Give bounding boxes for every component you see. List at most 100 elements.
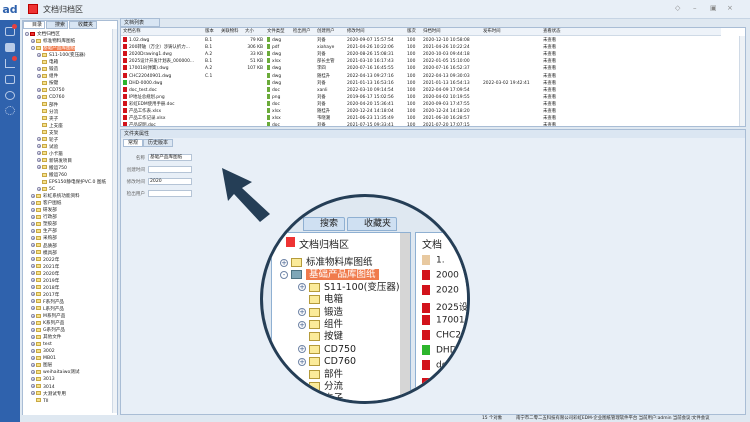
globe-icon[interactable] [5, 91, 15, 100]
expand-toggle-icon[interactable]: + [31, 341, 35, 346]
expand-toggle-icon[interactable]: + [31, 38, 35, 43]
table-row[interactable]: 彩虹EDM使用手册.doc doc 刘备 2020-04-20 15:36:41 100… [121, 100, 721, 108]
expand-toggle-icon[interactable]: + [31, 299, 35, 304]
table-row[interactable]: 产品说明.doc doc 刘备 2021-07-15 09:33:41 100 2021-… [121, 122, 721, 126]
expand-toggle-icon[interactable]: + [31, 250, 35, 255]
tree-item[interactable]: + 试验 [37, 144, 58, 151]
tree-item[interactable]: + test [31, 341, 52, 348]
folder-icon[interactable] [5, 43, 15, 52]
tree-item[interactable]: +3014 [31, 384, 55, 391]
expand-toggle-icon[interactable]: + [31, 271, 35, 276]
tree-item[interactable]: + 彩虹系统功能资料 [31, 193, 80, 200]
tree-item[interactable]: - 基础产品库图纸 [31, 45, 76, 52]
expand-toggle-icon[interactable]: + [31, 306, 35, 311]
expand-toggle-icon[interactable]: + [37, 151, 41, 156]
expand-toggle-icon[interactable]: + [37, 144, 41, 149]
expand-toggle-icon[interactable]: + [31, 228, 35, 233]
tree-item[interactable]: EPS150静电保护VC.0 图纸 [37, 179, 106, 186]
tree-item[interactable]: 按键 [37, 80, 58, 87]
expand-toggle-icon[interactable]: + [37, 137, 41, 142]
expand-toggle-icon[interactable]: + [31, 292, 35, 297]
tree-item[interactable]: + 品质部 [31, 243, 57, 250]
tree-item[interactable]: + 轮子 [37, 137, 58, 144]
tree-item[interactable]: +5C [37, 186, 55, 193]
table-row[interactable]: 2020Drawing1.dwg A.2 33 KB dwg 刘备 2020-08-26 … [121, 51, 721, 58]
tree-item[interactable]: +2017年 [31, 292, 59, 299]
expand-toggle-icon[interactable]: - [25, 31, 29, 36]
expand-toggle-icon[interactable]: + [31, 207, 35, 212]
expand-toggle-icon[interactable]: + [31, 200, 35, 205]
tree-item[interactable]: + CD760 [37, 94, 65, 101]
table-row[interactable]: IP地址总规划.png png 刘备 2019-06-17 15:02:56 100 20… [121, 93, 721, 101]
close-button[interactable]: × [727, 4, 733, 12]
tree-item[interactable]: 夹子 [37, 116, 58, 123]
checkout-user-field[interactable] [148, 190, 192, 197]
expand-toggle-icon[interactable]: + [31, 313, 35, 318]
tree-item[interactable]: + weihaitaiwo测试 [31, 369, 80, 376]
expand-toggle-icon[interactable]: + [31, 285, 35, 290]
table-row[interactable]: 2025设计开发计划表_000000... B.1 51 KB xlsx 部长主管 202… [121, 58, 721, 65]
created-field[interactable] [148, 166, 192, 173]
list-scrollbar[interactable] [739, 36, 745, 126]
table-row[interactable]: doc_test.doc doc xanli 2022-03-10 09:14:54 1… [121, 86, 721, 94]
tree-item[interactable]: + 小卡箍 [37, 151, 63, 158]
minimize-button[interactable]: – [693, 4, 697, 12]
expand-toggle-icon[interactable]: + [37, 87, 41, 92]
expand-toggle-icon[interactable]: + [31, 327, 35, 332]
expand-toggle-icon[interactable]: + [37, 52, 41, 57]
expand-toggle-icon[interactable]: + [31, 257, 35, 262]
tree-item[interactable]: + 大测试专用 [31, 391, 66, 398]
monitor-icon[interactable] [5, 27, 15, 36]
tree-item[interactable]: + S11-100(变压器) [37, 52, 86, 59]
expand-toggle-icon[interactable]: + [31, 348, 35, 353]
table-row[interactable]: 产品工作表.xlsx xlsx 随桂升 2020-12-24 14:18:04 100 2… [121, 108, 721, 115]
tree-item[interactable]: +3002 [31, 348, 55, 355]
tab-directory[interactable]: 目录 [23, 21, 45, 29]
table-row[interactable]: 产品工作记录.xlsx xlsx 韦晓潮 2021-06-23 11:35:49 100… [121, 115, 721, 122]
tree-item[interactable]: +2022年 [31, 257, 59, 264]
tree-item[interactable]: +2021年 [31, 264, 59, 271]
expand-toggle-icon[interactable]: + [37, 158, 41, 163]
expand-toggle-icon[interactable]: + [31, 334, 35, 339]
expand-toggle-icon[interactable]: + [31, 193, 35, 198]
gear-icon[interactable] [5, 106, 15, 115]
tree-item[interactable]: 电箱 [37, 59, 58, 66]
tab-history[interactable]: 历史版本 [143, 139, 174, 147]
table-row[interactable]: CHC22040901.dwg C.1 dwg 随桂升 2022-04-13 09:27… [121, 72, 721, 80]
expand-toggle-icon[interactable]: + [31, 376, 35, 381]
expand-toggle-icon[interactable]: + [31, 278, 35, 283]
tree-item[interactable]: + 塑胶部 [31, 221, 57, 228]
expand-toggle-icon[interactable]: + [31, 384, 35, 388]
tree-item[interactable]: + K系列产品 [31, 320, 64, 327]
expand-toggle-icon[interactable]: + [31, 369, 35, 374]
expand-toggle-icon[interactable]: + [31, 243, 35, 247]
expand-toggle-icon[interactable]: + [37, 66, 41, 71]
tree-item[interactable]: + MB01 [31, 355, 56, 362]
tree-item[interactable]: + 采购部 [31, 235, 57, 242]
table-row[interactable]: 1.02.dwg B.1 79 KB dwg 刘备 2020-09-07 15:57:54… [121, 37, 721, 44]
expand-toggle-icon[interactable]: + [37, 73, 41, 78]
tree-item[interactable]: + 组件 [37, 73, 58, 80]
pin-button[interactable]: ◇ [675, 4, 681, 12]
tree-item[interactable]: 部件 [37, 102, 58, 109]
tab-favorites[interactable]: 收藏夹 [69, 21, 97, 29]
tab-search[interactable]: 搜索 [46, 21, 68, 29]
expand-toggle-icon[interactable]: + [31, 391, 35, 396]
tree-item[interactable]: + M系列产品 [31, 313, 65, 320]
tree-item[interactable]: 分流 [37, 109, 58, 116]
tree-item[interactable]: + 客户图纸 [31, 200, 61, 207]
expand-toggle-icon[interactable]: + [31, 214, 35, 219]
tree-item[interactable]: +3013 [31, 376, 55, 383]
tree-item[interactable]: + 模具部 [31, 250, 57, 257]
tree-item[interactable]: + 锻造 [37, 66, 58, 73]
expand-toggle-icon[interactable]: + [37, 186, 41, 191]
tab-document-list[interactable]: 文档列表 [120, 18, 160, 27]
expand-toggle-icon[interactable]: + [31, 355, 35, 360]
tree-item[interactable]: +2018年 [31, 285, 59, 292]
tree-item[interactable]: +2020年 [31, 271, 59, 278]
tree-item[interactable]: + 新研发项目 [37, 158, 72, 165]
tree-item[interactable]: + 行政部 [31, 214, 57, 221]
modified-field[interactable]: 2020 [148, 178, 192, 185]
tree-item[interactable]: 搬运760 [37, 172, 67, 179]
tree-item[interactable]: + 搬运750 [37, 165, 67, 172]
